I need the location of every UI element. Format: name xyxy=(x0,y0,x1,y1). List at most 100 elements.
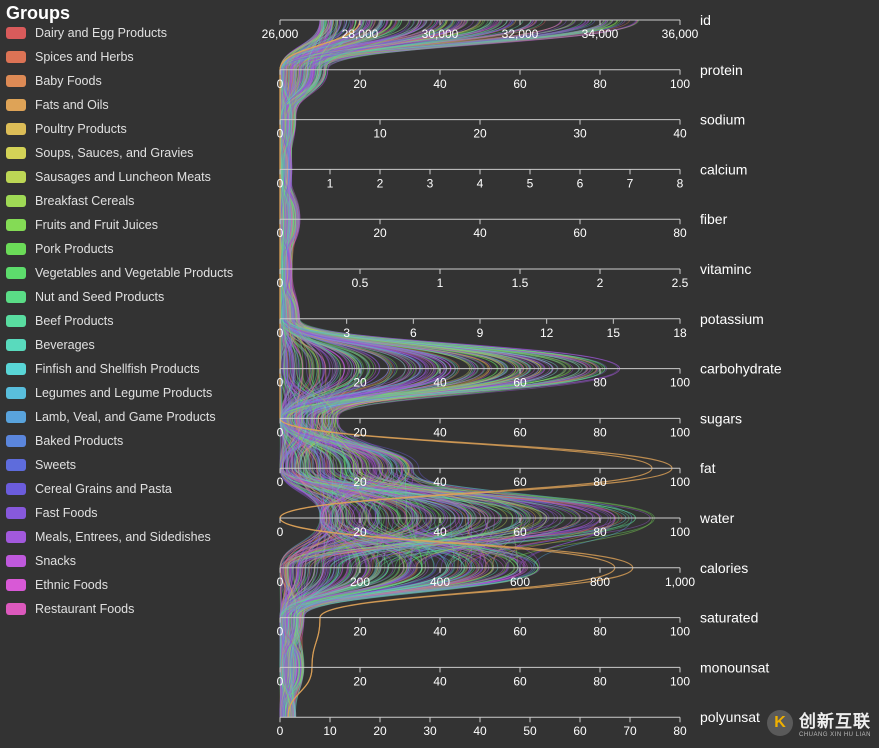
legend-item[interactable]: Legumes and Legume Products xyxy=(6,384,266,402)
data-line xyxy=(279,19,565,718)
legend-label: Baked Products xyxy=(35,434,124,448)
data-line xyxy=(279,19,534,718)
data-line xyxy=(279,19,637,718)
tick-label: 18 xyxy=(673,326,687,340)
legend-item[interactable]: Vegetables and Vegetable Products xyxy=(6,264,266,282)
legend-item[interactable]: Ethnic Foods xyxy=(6,576,266,594)
data-line xyxy=(280,19,472,718)
legend-item[interactable]: Soups, Sauces, and Gravies xyxy=(6,144,266,162)
data-line xyxy=(279,19,539,718)
legend-item[interactable]: Finfish and Shellfish Products xyxy=(6,360,266,378)
data-line xyxy=(279,19,542,718)
logo-text-cn: 创新互联 xyxy=(798,712,871,731)
legend-item[interactable]: Lamb, Veal, and Game Products xyxy=(6,408,266,426)
tick-label: 60 xyxy=(513,625,527,639)
tick-label: 20 xyxy=(353,625,367,639)
legend-item[interactable]: Fats and Oils xyxy=(6,96,266,114)
data-line xyxy=(279,19,418,718)
data-line xyxy=(279,19,547,718)
tick-label: 80 xyxy=(673,724,687,738)
data-line xyxy=(280,19,440,718)
tick-label: 0 xyxy=(277,376,284,390)
legend-swatch-icon xyxy=(6,243,26,255)
legend-item[interactable]: Beef Products xyxy=(6,312,266,330)
data-line xyxy=(279,19,465,718)
legend-item[interactable]: Sweets xyxy=(6,456,266,474)
data-line xyxy=(279,19,524,718)
tick-label: 1,000 xyxy=(665,575,695,589)
tick-label: 6 xyxy=(410,326,417,340)
data-line xyxy=(279,19,463,718)
legend-label: Meals, Entrees, and Sidedishes xyxy=(35,530,211,544)
legend-item[interactable]: Beverages xyxy=(6,336,266,354)
tick-label: 2 xyxy=(597,276,604,290)
legend-item[interactable]: Pork Products xyxy=(6,240,266,258)
data-line xyxy=(279,19,509,718)
legend-item[interactable]: Baked Products xyxy=(6,432,266,450)
data-line xyxy=(279,19,545,718)
logo-text-en: CHUANG XIN HU LIAN xyxy=(798,732,871,738)
tick-label: 20 xyxy=(353,425,367,439)
data-line xyxy=(280,19,580,718)
legend-label: Poultry Products xyxy=(35,122,127,136)
data-line xyxy=(279,19,515,718)
tick-label: 40 xyxy=(673,127,687,141)
tick-label: 2.5 xyxy=(672,276,689,290)
data-line xyxy=(280,19,523,718)
legend-swatch-icon xyxy=(6,75,26,87)
data-line xyxy=(279,19,391,718)
legend-item[interactable]: Fruits and Fruit Juices xyxy=(6,216,266,234)
data-line xyxy=(279,19,540,718)
data-line xyxy=(280,19,553,718)
data-line xyxy=(279,19,555,718)
legend-item[interactable]: Nut and Seed Products xyxy=(6,288,266,306)
legend-item[interactable]: Meals, Entrees, and Sidedishes xyxy=(6,528,266,546)
data-line xyxy=(279,19,545,718)
legend-item[interactable]: Baby Foods xyxy=(6,72,266,90)
data-line xyxy=(279,19,464,718)
axis-name: monounsat xyxy=(700,659,769,675)
tick-label: 10 xyxy=(373,127,387,141)
legend-swatch-icon xyxy=(6,147,26,159)
data-line xyxy=(279,19,577,718)
tick-label: 0 xyxy=(277,625,284,639)
data-line xyxy=(279,19,618,718)
tick-label: 20 xyxy=(353,674,367,688)
legend-item[interactable]: Poultry Products xyxy=(6,120,266,138)
tick-label: 200 xyxy=(350,575,370,589)
tick-label: 20 xyxy=(353,77,367,91)
tick-label: 100 xyxy=(670,625,690,639)
legend-item[interactable]: Snacks xyxy=(6,552,266,570)
tick-label: 36,000 xyxy=(662,27,699,41)
tick-label: 20 xyxy=(473,127,487,141)
tick-label: 0 xyxy=(277,575,284,589)
data-line xyxy=(279,19,380,718)
data-line xyxy=(280,19,619,718)
data-line xyxy=(279,19,554,718)
data-line xyxy=(279,19,519,718)
tick-label: 600 xyxy=(510,575,530,589)
legend-item[interactable]: Breakfast Cereals xyxy=(6,192,266,210)
legend-item[interactable]: Cereal Grains and Pasta xyxy=(6,480,266,498)
legend-item[interactable]: Dairy and Egg Products xyxy=(6,24,266,42)
data-line xyxy=(279,19,590,718)
legend-item[interactable]: Fast Foods xyxy=(6,504,266,522)
legend-swatch-icon xyxy=(6,507,26,519)
legend-swatch-icon xyxy=(6,291,26,303)
data-line xyxy=(279,19,545,718)
legend-item[interactable]: Sausages and Luncheon Meats xyxy=(6,168,266,186)
legend-item[interactable]: Restaurant Foods xyxy=(6,600,266,618)
data-line xyxy=(279,19,601,718)
tick-label: 28,000 xyxy=(342,27,379,41)
legend-label: Lamb, Veal, and Game Products xyxy=(35,410,216,424)
data-line xyxy=(279,19,535,718)
legend-item[interactable]: Spices and Herbs xyxy=(6,48,266,66)
tick-label: 0 xyxy=(277,475,284,489)
axis-name: sugars xyxy=(700,410,742,426)
legend-swatch-icon xyxy=(6,555,26,567)
data-line xyxy=(279,19,465,718)
data-line xyxy=(279,19,606,718)
data-line xyxy=(279,19,489,718)
tick-label: 0 xyxy=(277,127,284,141)
data-line xyxy=(279,19,456,718)
